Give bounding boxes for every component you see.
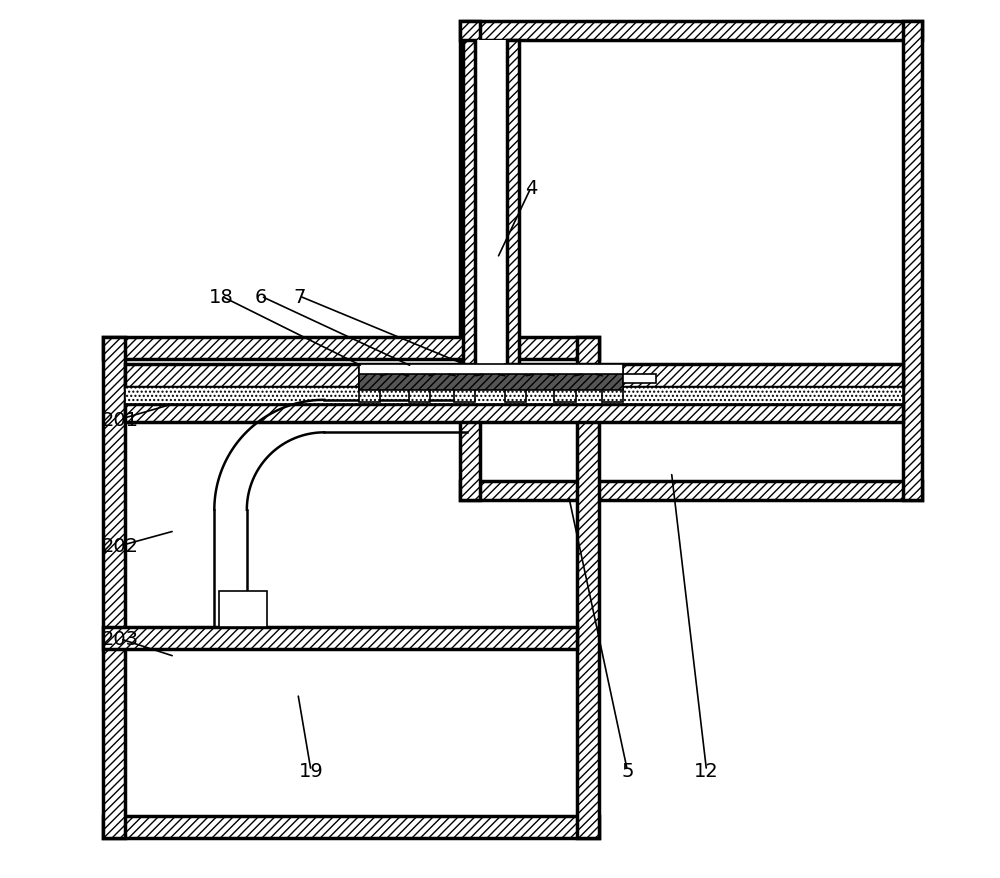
Bar [463,41,475,364]
Bar [602,364,623,403]
Bar [125,405,903,422]
Bar [460,22,480,500]
Text: 19: 19 [299,761,323,781]
Bar [125,364,903,387]
Bar [505,364,526,403]
Text: 18: 18 [209,287,234,306]
Bar [359,364,623,377]
Bar [460,481,922,500]
Text: 7: 7 [293,287,306,306]
Bar [480,41,903,481]
Bar [460,22,922,41]
Bar [219,591,267,628]
Bar [125,360,577,817]
Bar [507,41,519,364]
Text: 4: 4 [525,179,537,198]
Text: 6: 6 [255,287,267,306]
Bar [454,364,475,403]
Bar [623,375,656,384]
Bar [554,364,576,403]
Text: 201: 201 [102,410,139,429]
Bar [409,364,430,403]
Bar [577,338,599,838]
Bar [125,387,903,405]
Bar [475,41,507,364]
Text: 202: 202 [102,536,139,556]
Bar [103,338,599,360]
Bar [359,375,623,391]
Bar [103,628,577,650]
Bar [103,817,599,838]
Text: 203: 203 [102,630,139,649]
Bar [903,22,922,500]
Bar [359,364,380,403]
Bar [103,338,125,838]
Text: 5: 5 [621,761,634,781]
Text: 12: 12 [694,761,719,781]
